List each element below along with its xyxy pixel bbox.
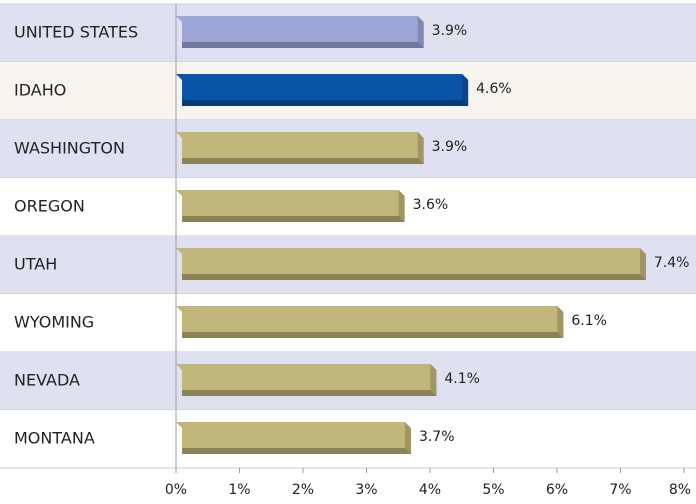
bar-top bbox=[176, 132, 424, 138]
category-label: OREGON bbox=[14, 197, 85, 216]
bar-top bbox=[176, 248, 646, 254]
x-tick-label: 7% bbox=[609, 482, 631, 498]
bar bbox=[176, 190, 405, 222]
bar bbox=[176, 248, 646, 280]
bar bbox=[176, 306, 564, 338]
category-label: UNITED STATES bbox=[14, 23, 138, 42]
x-tick-label: 5% bbox=[482, 482, 504, 498]
bar-bottom bbox=[182, 390, 437, 396]
bar-bottom bbox=[182, 332, 564, 338]
bar bbox=[176, 422, 411, 454]
bar-side bbox=[639, 248, 646, 280]
bar-bottom bbox=[182, 42, 424, 48]
value-label: 4.6% bbox=[476, 81, 512, 97]
bar bbox=[176, 16, 424, 48]
x-tick-label: 0% bbox=[165, 482, 187, 498]
value-label: 6.1% bbox=[571, 313, 607, 329]
value-label: 3.9% bbox=[432, 23, 468, 39]
value-label: 3.6% bbox=[413, 197, 449, 213]
x-tick-label: 6% bbox=[546, 482, 568, 498]
bar-bottom bbox=[182, 274, 646, 280]
bar-top bbox=[176, 364, 437, 370]
bar bbox=[176, 364, 437, 396]
bar-top bbox=[176, 422, 411, 428]
value-label: 4.1% bbox=[444, 371, 480, 387]
bar-bottom bbox=[182, 448, 411, 454]
x-tick-label: 3% bbox=[355, 482, 377, 498]
value-label: 3.9% bbox=[432, 139, 468, 155]
x-tick-label: 8% bbox=[669, 482, 691, 498]
category-label: NEVADA bbox=[14, 371, 80, 390]
x-tick-label: 1% bbox=[228, 482, 250, 498]
bar-top bbox=[176, 16, 424, 22]
bar-top bbox=[176, 306, 564, 312]
x-tick-label: 4% bbox=[419, 482, 441, 498]
bar-bottom bbox=[182, 100, 469, 106]
value-label: 7.4% bbox=[654, 255, 690, 271]
bar-bottom bbox=[182, 158, 424, 164]
category-label: IDAHO bbox=[14, 81, 66, 100]
bar bbox=[176, 132, 424, 164]
bar-top bbox=[176, 74, 469, 80]
category-label: WYOMING bbox=[14, 313, 94, 332]
bar-side bbox=[557, 306, 564, 338]
bar-side bbox=[404, 422, 411, 454]
category-label: UTAH bbox=[14, 255, 57, 274]
bar-side bbox=[462, 74, 469, 106]
bar-side bbox=[417, 132, 424, 164]
category-label: WASHINGTON bbox=[14, 139, 125, 158]
bar bbox=[176, 74, 469, 106]
bar-side bbox=[417, 16, 424, 48]
bar-side bbox=[398, 190, 405, 222]
bar-top bbox=[176, 190, 405, 196]
x-tick-label: 2% bbox=[292, 482, 314, 498]
bar-bottom bbox=[182, 216, 405, 222]
category-label: MONTANA bbox=[14, 429, 95, 448]
value-label: 3.7% bbox=[419, 429, 455, 445]
bar-side bbox=[430, 364, 437, 396]
